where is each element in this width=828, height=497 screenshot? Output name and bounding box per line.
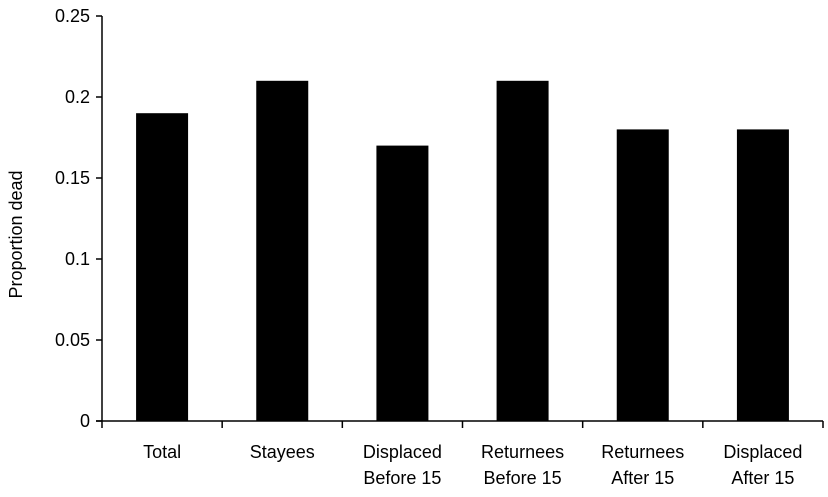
x-tick-label-line: Returnees xyxy=(601,442,684,462)
x-tick-label-line: After 15 xyxy=(731,468,794,488)
x-tick-label-line: After 15 xyxy=(611,468,674,488)
x-tick-label: Returnees After 15 xyxy=(601,442,684,488)
y-tick-label: 0.25 xyxy=(55,6,90,26)
x-tick-label-line: Displaced xyxy=(723,442,802,462)
x-tick-label-line: Stayees xyxy=(250,442,315,462)
x-tick-label-line: Returnees xyxy=(481,442,564,462)
bar xyxy=(376,145,429,421)
y-axis: 0 0.05 0.1 0.15 0.2 0.25 xyxy=(55,6,103,431)
y-tick-label: 0.05 xyxy=(55,330,90,350)
bar xyxy=(256,80,309,422)
y-tick-label: 0.1 xyxy=(65,249,90,269)
x-tick-label-line: Total xyxy=(143,442,181,462)
x-tick-label: Displaced After 15 xyxy=(723,442,802,488)
x-tick-label-line: Before 15 xyxy=(484,468,562,488)
x-tick-label-line: Displaced xyxy=(363,442,442,462)
bar xyxy=(736,129,789,421)
x-axis: Total Stayees Displaced Before 15 Returnees B… xyxy=(96,420,824,488)
bar xyxy=(616,129,669,421)
x-tick-label: Displaced Before 15 xyxy=(363,442,442,488)
y-axis-title: Proportion dead xyxy=(6,170,26,298)
bars xyxy=(136,80,789,422)
x-tick-label: Stayees xyxy=(250,442,315,462)
y-tick-label: 0.2 xyxy=(65,87,90,107)
bar xyxy=(496,80,549,422)
y-tick-label: 0.15 xyxy=(55,168,90,188)
y-tick-label: 0 xyxy=(80,411,90,431)
x-tick-label: Returnees Before 15 xyxy=(481,442,564,488)
x-tick-label: Total xyxy=(143,442,181,462)
bar xyxy=(136,113,189,421)
x-tick-label-line: Before 15 xyxy=(363,468,441,488)
